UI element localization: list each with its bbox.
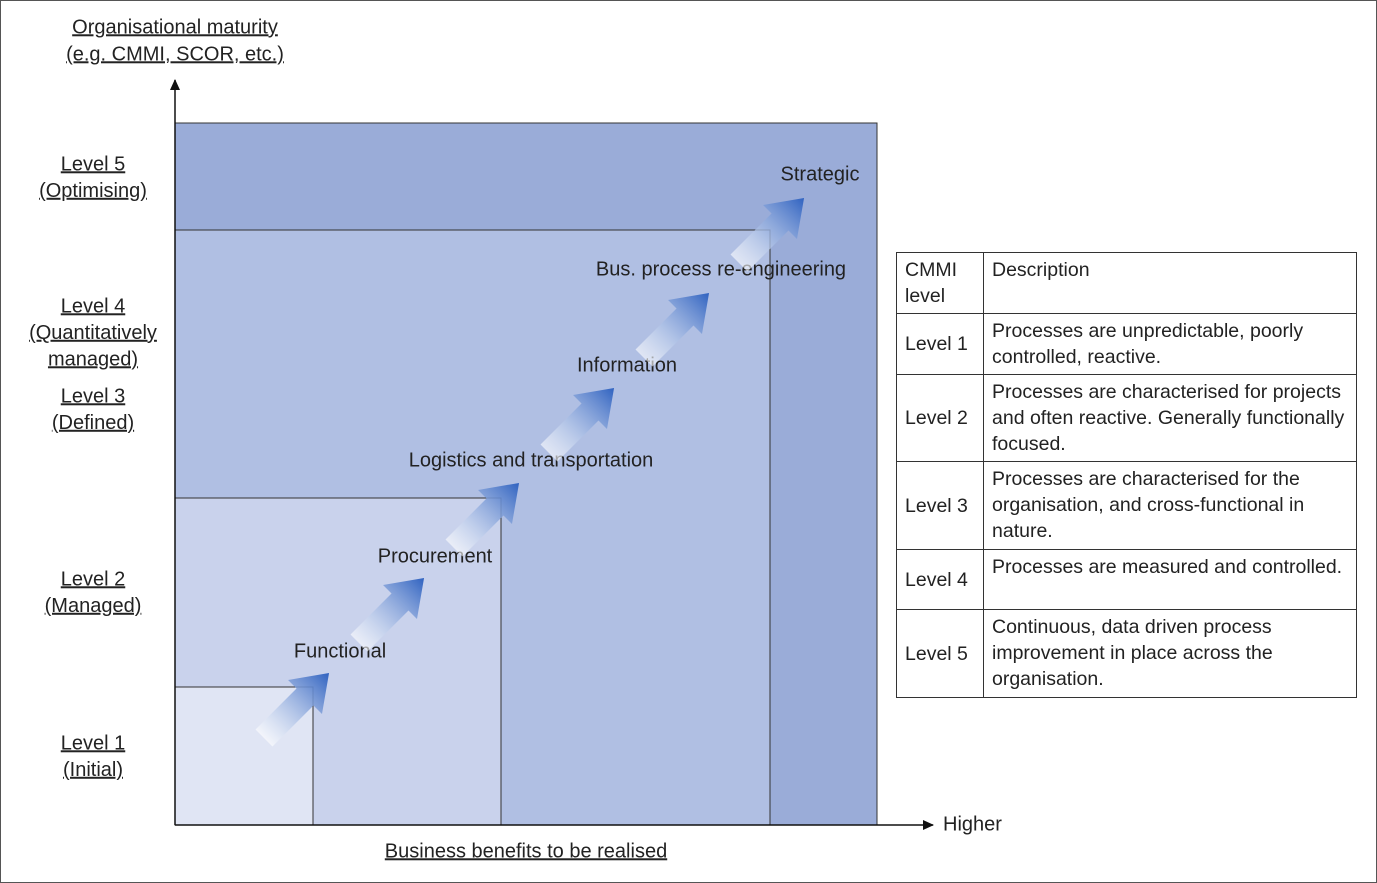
table-row: Level 5 Continuous, data driven process i… [896, 609, 1357, 698]
table-cell: Continuous, data driven process improvem… [983, 609, 1357, 698]
level-label: Level 2 [61, 568, 126, 590]
table-cell: Processes are characterised for the orga… [983, 461, 1357, 550]
level-label: Level 5 [61, 153, 126, 175]
x-axis-title: Business benefits to be realised [385, 840, 667, 862]
stage-label: Procurement [378, 545, 493, 567]
table-cell: Level 5 [896, 609, 984, 698]
level-label: (Managed) [45, 595, 142, 617]
stage-arrow [255, 672, 330, 747]
table-header: CMMI level Description [896, 252, 1357, 314]
level-label: (Initial) [63, 759, 123, 781]
table-cell: Processes are measured and controlled. [983, 549, 1357, 610]
table-cell: Level 3 [896, 461, 984, 550]
stage-label: Bus. process re-engineering [596, 258, 846, 280]
stage-arrow [445, 482, 520, 557]
table-row: Level 2 Processes are characterised for p… [896, 374, 1357, 462]
stage-label: Information [577, 354, 677, 376]
level-label: managed) [48, 348, 138, 370]
table-cell: Level 1 [896, 313, 984, 375]
y-axis-title: (e.g. CMMI, SCOR, etc.) [66, 43, 284, 65]
x-axis-end: Higher [943, 813, 1002, 835]
table-row: Level 4 Processes are measured and contro… [896, 549, 1357, 610]
cmmi-table: CMMI level Description Level 1 Processes ar… [896, 252, 1357, 698]
stage-label: Logistics and transportation [409, 449, 654, 471]
stage-arrow [540, 387, 615, 462]
table-cell: Description [983, 252, 1357, 314]
table-cell: Processes are unpredictable, poorly cont… [983, 313, 1357, 375]
stage-arrow [350, 577, 425, 652]
level-label: (Quantitatively [29, 322, 157, 344]
level-label: (Defined) [52, 412, 134, 434]
table-cell: Level 4 [896, 549, 984, 610]
table-cell: Processes are characterised for projects… [983, 374, 1357, 462]
stage-label: Strategic [781, 163, 860, 185]
level-label: Level 1 [61, 732, 126, 754]
table-row: Level 3 Processes are characterised for t… [896, 461, 1357, 550]
stage-arrow [730, 197, 805, 272]
level-label: Level 3 [61, 385, 126, 407]
table-row: Level 1 Processes are unpredictable, poor… [896, 313, 1357, 375]
table-cell: Level 2 [896, 374, 984, 462]
y-axis-title: Organisational maturity [72, 16, 278, 38]
stage-arrow [635, 292, 710, 367]
level-label: (Optimising) [39, 180, 147, 202]
table-cell: CMMI level [896, 252, 984, 314]
level-label: Level 4 [61, 295, 126, 317]
